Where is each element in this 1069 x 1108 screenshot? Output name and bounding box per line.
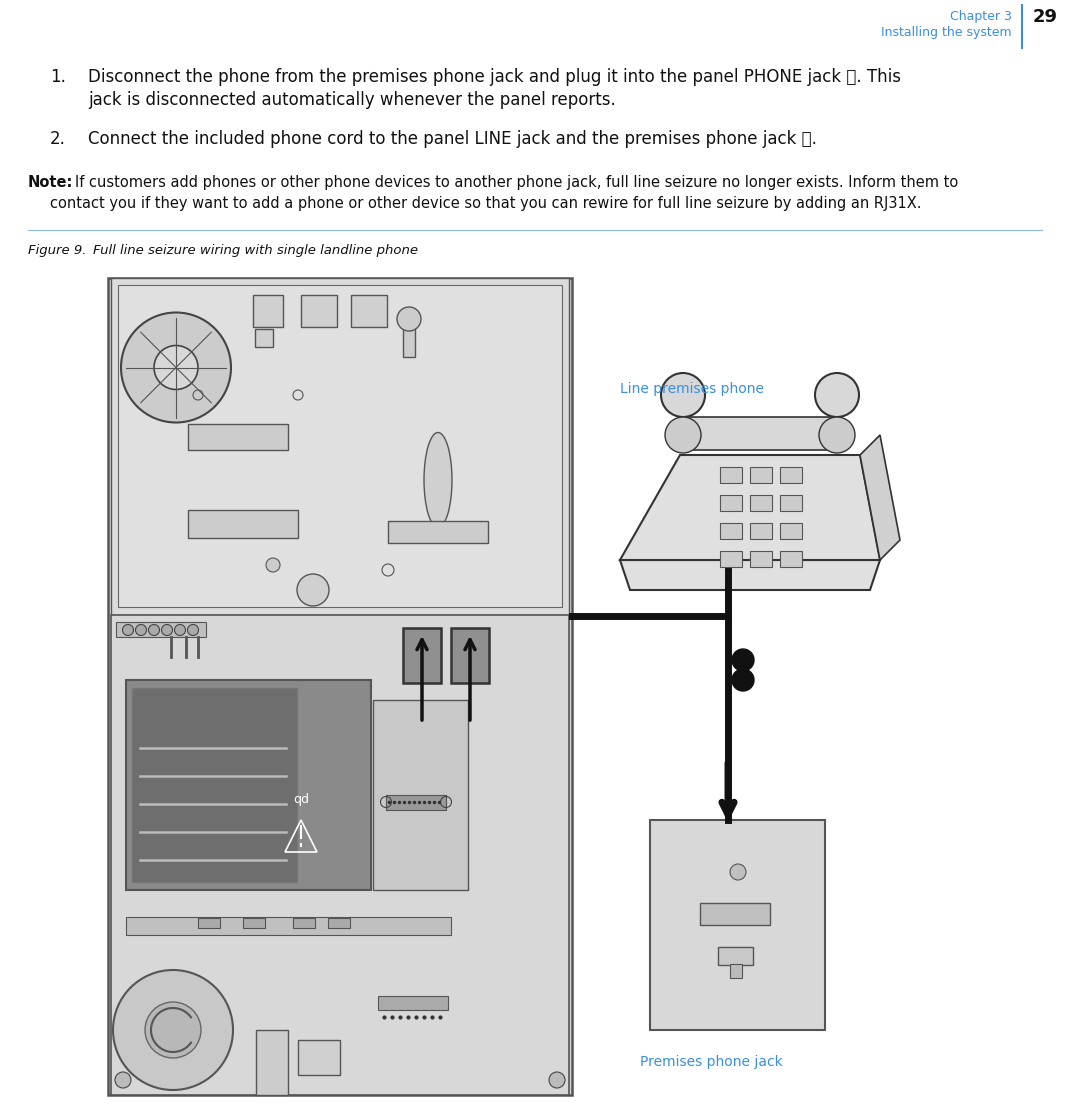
Circle shape [297,574,329,606]
Text: Line premises phone: Line premises phone [620,382,764,396]
Bar [373,700,468,890]
Circle shape [174,625,186,636]
Circle shape [113,970,233,1090]
Bar [750,551,772,567]
Text: A: A [739,655,747,665]
Bar [117,622,206,637]
Bar [328,919,350,929]
Bar [298,1040,340,1075]
Bar [750,523,772,538]
Bar [253,295,283,327]
Bar [255,329,273,347]
Circle shape [397,307,421,331]
Bar [403,628,441,683]
Circle shape [115,1073,131,1088]
Bar [126,917,451,935]
Bar [131,688,297,882]
Bar [108,278,572,1095]
Text: Note:: Note: [28,175,74,189]
Bar [126,680,371,890]
Circle shape [145,1002,201,1058]
Bar [388,521,489,543]
Bar [451,628,489,683]
Circle shape [136,625,146,636]
Bar [403,319,415,357]
Text: 2.: 2. [50,130,66,148]
Bar [700,903,770,925]
Bar [188,424,288,450]
Bar [721,523,742,538]
Bar [780,495,802,511]
Circle shape [730,864,746,880]
Circle shape [665,417,701,453]
Bar [378,996,448,1010]
Bar [198,919,220,929]
Circle shape [819,417,855,453]
Text: 1.: 1. [50,68,66,86]
Bar [750,495,772,511]
Bar [301,295,337,327]
Circle shape [661,373,704,417]
Circle shape [815,373,859,417]
Text: Connect the included phone cord to the panel LINE jack and the premises phone ja: Connect the included phone cord to the p… [88,130,817,148]
Circle shape [149,625,159,636]
Text: Installing the system: Installing the system [881,25,1012,39]
Circle shape [549,1073,566,1088]
Bar [255,1030,288,1095]
Bar [750,466,772,483]
Bar [780,551,802,567]
Circle shape [123,625,134,636]
Polygon shape [620,560,880,589]
Bar [718,947,753,965]
Text: qd: qd [293,793,309,807]
Bar [650,820,825,1030]
Bar [243,919,265,929]
Text: Figure 9.: Figure 9. [28,244,87,257]
Text: Chapter 3: Chapter 3 [950,10,1012,23]
Circle shape [732,649,754,671]
Polygon shape [683,417,837,450]
Bar [293,919,315,929]
Ellipse shape [424,432,452,527]
Circle shape [732,669,754,691]
Circle shape [154,346,198,390]
Text: Full line seizure wiring with single landline phone: Full line seizure wiring with single lan… [93,244,418,257]
Text: Disconnect the phone from the premises phone jack and plug it into the panel PHO: Disconnect the phone from the premises p… [88,68,901,86]
Circle shape [121,312,231,422]
Bar [351,295,387,327]
Text: If customers add phones or other phone devices to another phone jack, full line : If customers add phones or other phone d… [75,175,958,189]
Text: contact you if they want to add a phone or other device so that you can rewire f: contact you if they want to add a phone … [50,196,921,211]
Text: Premises phone jack: Premises phone jack [640,1055,783,1069]
Circle shape [187,625,199,636]
Bar [118,285,562,607]
Bar [780,466,802,483]
Bar [188,510,298,538]
Text: 29: 29 [1033,8,1058,25]
Polygon shape [859,435,900,560]
Circle shape [266,558,280,572]
Bar [721,551,742,567]
Bar [111,615,569,1095]
Text: B: B [739,675,747,685]
Bar [721,495,742,511]
Bar [111,278,569,615]
Bar [721,466,742,483]
Polygon shape [620,455,880,560]
Bar [780,523,802,538]
Circle shape [161,625,172,636]
Bar [386,796,446,810]
Text: jack is disconnected automatically whenever the panel reports.: jack is disconnected automatically whene… [88,91,616,109]
Bar [730,964,742,978]
